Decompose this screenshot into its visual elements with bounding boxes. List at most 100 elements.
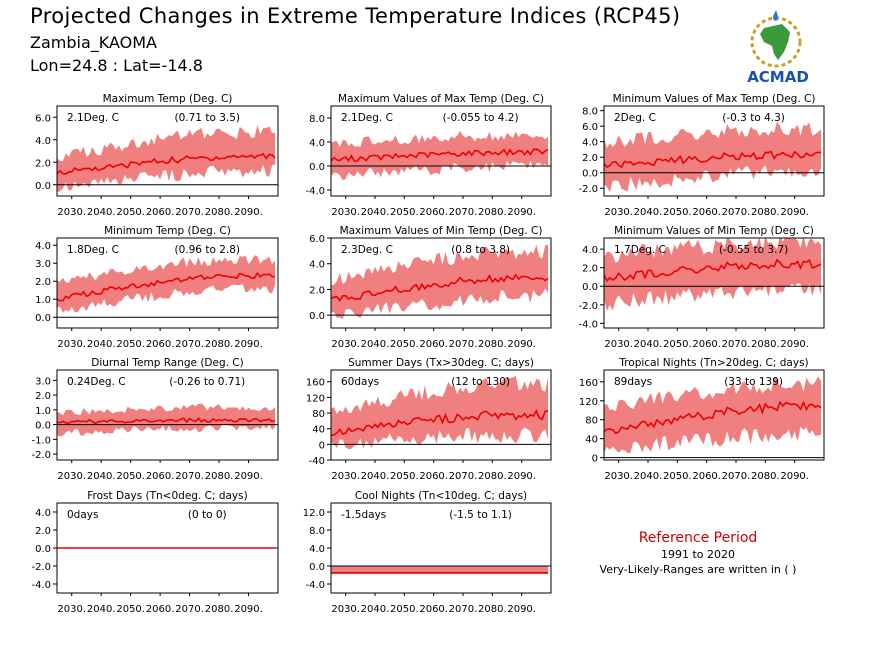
panel-title: Maximum Values of Min Temp (Deg. C) xyxy=(340,225,543,237)
y-tick-label: -2.0 xyxy=(578,301,598,312)
y-tick-label: 0.0 xyxy=(582,282,598,293)
x-tick-label: 2080. xyxy=(751,339,780,350)
plot-frame-7 xyxy=(330,369,552,461)
x-tick-label: 2050. xyxy=(116,604,145,615)
plot-area-4 xyxy=(331,244,551,320)
x-tick-label: 2090. xyxy=(780,207,809,218)
x-tick-label: 2070. xyxy=(449,207,478,218)
plot-frame-1 xyxy=(330,105,552,197)
x-tick-label: 2040. xyxy=(361,604,390,615)
x-tick-label: 2030. xyxy=(604,471,633,482)
chart-panel-10: -4.0 0.0 4.0 8.0 12.0 2030. 2040. 2050. 2060. 207… xyxy=(303,490,552,615)
panel-title: Summer Days (Tx>30deg. C; days) xyxy=(348,357,534,369)
water-drop-icon xyxy=(772,10,778,21)
panel-change-value: 1.7Deg. C xyxy=(614,244,666,256)
y-tick-label: 0.0 xyxy=(35,181,51,192)
y-tick-label: 4.0 xyxy=(309,544,325,555)
panel-change-value: 0.24Deg. C xyxy=(67,376,126,388)
x-tick-label: 2050. xyxy=(390,339,419,350)
range-band-0 xyxy=(57,125,276,192)
x-tick-label: 2050. xyxy=(116,339,145,350)
y-tick-label: 2.0 xyxy=(35,158,51,169)
x-tick-label: 2060. xyxy=(146,604,175,615)
x-tick-label: 2040. xyxy=(634,339,663,350)
median-line-7 xyxy=(331,408,549,436)
x-tick-label: 2050. xyxy=(663,471,692,482)
x-tick-label: 2030. xyxy=(604,339,633,350)
x-tick-label: 2070. xyxy=(722,471,751,482)
y-tick-label: 8.0 xyxy=(309,114,325,125)
plot-frame-5 xyxy=(603,237,825,329)
acmad-logo: ACMAD xyxy=(747,10,809,86)
y-tick-label: 8.0 xyxy=(309,526,325,537)
x-tick-label: 2030. xyxy=(57,471,86,482)
x-tick-label: 2060. xyxy=(692,339,721,350)
median-line-3 xyxy=(57,271,276,302)
panel-title: Cool Nights (Tn<10deg. C; days) xyxy=(355,490,527,502)
x-tick-label: 2030. xyxy=(331,207,360,218)
plot-frame-3 xyxy=(56,237,279,329)
y-tick-label: 4.0 xyxy=(35,508,51,519)
x-tick-label: 2090. xyxy=(507,207,536,218)
x-tick-label: 2080. xyxy=(478,471,507,482)
x-tick-label: 2050. xyxy=(663,339,692,350)
y-tick-label: -4.0 xyxy=(31,580,51,591)
x-tick-label: 2060. xyxy=(692,471,721,482)
plot-area-8 xyxy=(604,376,824,459)
y-tick-label: 2.0 xyxy=(35,526,51,537)
y-tick-label: 4.0 xyxy=(582,245,598,256)
x-tick-label: 2040. xyxy=(87,207,116,218)
x-tick-label: 2090. xyxy=(780,471,809,482)
y-tick-label: -2.0 xyxy=(31,450,51,461)
x-tick-label: 2080. xyxy=(751,207,780,218)
x-tick-label: 2070. xyxy=(722,339,751,350)
reference-period-note: Very-Likely-Ranges are written in ( ) xyxy=(599,563,797,576)
panel-title: Maximum Values of Max Temp (Deg. C) xyxy=(338,93,544,105)
y-tick-label: 0.0 xyxy=(309,562,325,573)
y-tick-label: 2.0 xyxy=(35,391,51,402)
median-line-5 xyxy=(604,258,822,283)
panel-likely-range: (0.96 to 2.8) xyxy=(175,244,241,256)
y-tick-label: -2.0 xyxy=(578,184,598,195)
plot-frame-4 xyxy=(330,237,552,329)
y-tick-label: 1.0 xyxy=(35,295,51,306)
y-tick-label: 160 xyxy=(306,378,325,389)
y-tick-label: -40 xyxy=(309,456,325,467)
panel-title: Maximum Temp (Deg. C) xyxy=(103,93,233,105)
panel-likely-range: (0.71 to 3.5) xyxy=(175,112,241,124)
panel-title: Tropical Nights (Tn>20deg. C; days) xyxy=(618,357,808,369)
chart-main-title: Projected Changes in Extreme Temperature… xyxy=(30,4,681,28)
y-tick-label: 160 xyxy=(579,378,598,389)
x-tick-label: 2060. xyxy=(146,207,175,218)
y-tick-label: 6.0 xyxy=(35,113,51,124)
y-tick-label: 6.0 xyxy=(582,122,598,133)
y-tick-label: 3.0 xyxy=(35,259,51,270)
x-tick-label: 2080. xyxy=(478,207,507,218)
coordinates-label: Lon=24.8 : Lat=-14.8 xyxy=(30,56,203,75)
x-tick-label: 2070. xyxy=(175,339,204,350)
y-tick-label: -2.0 xyxy=(31,562,51,573)
plot-area-2 xyxy=(604,121,824,192)
y-tick-label: 8.0 xyxy=(582,107,598,118)
y-tick-label: -4.0 xyxy=(305,186,325,197)
plot-frame-0 xyxy=(56,105,279,197)
y-tick-label: 4.0 xyxy=(35,136,51,147)
x-tick-label: 2080. xyxy=(751,471,780,482)
y-tick-label: 3.0 xyxy=(35,376,51,387)
y-tick-label: 0.0 xyxy=(582,169,598,180)
x-tick-label: 2070. xyxy=(449,471,478,482)
x-tick-label: 2060. xyxy=(419,339,448,350)
y-tick-label: -1.0 xyxy=(31,435,51,446)
x-tick-label: 2090. xyxy=(234,339,263,350)
range-band-7 xyxy=(331,375,549,450)
x-tick-label: 2040. xyxy=(634,471,663,482)
reference-period-years: 1991 to 2020 xyxy=(660,548,736,561)
x-tick-label: 2060. xyxy=(146,339,175,350)
x-tick-label: 2060. xyxy=(419,471,448,482)
x-tick-label: 2030. xyxy=(57,604,86,615)
panel-change-value: 0days xyxy=(67,509,98,521)
chart-panel-3: 0.0 1.0 2.0 3.0 4.0 2030. 2040. 2050. 2060. 2070.… xyxy=(35,225,279,350)
